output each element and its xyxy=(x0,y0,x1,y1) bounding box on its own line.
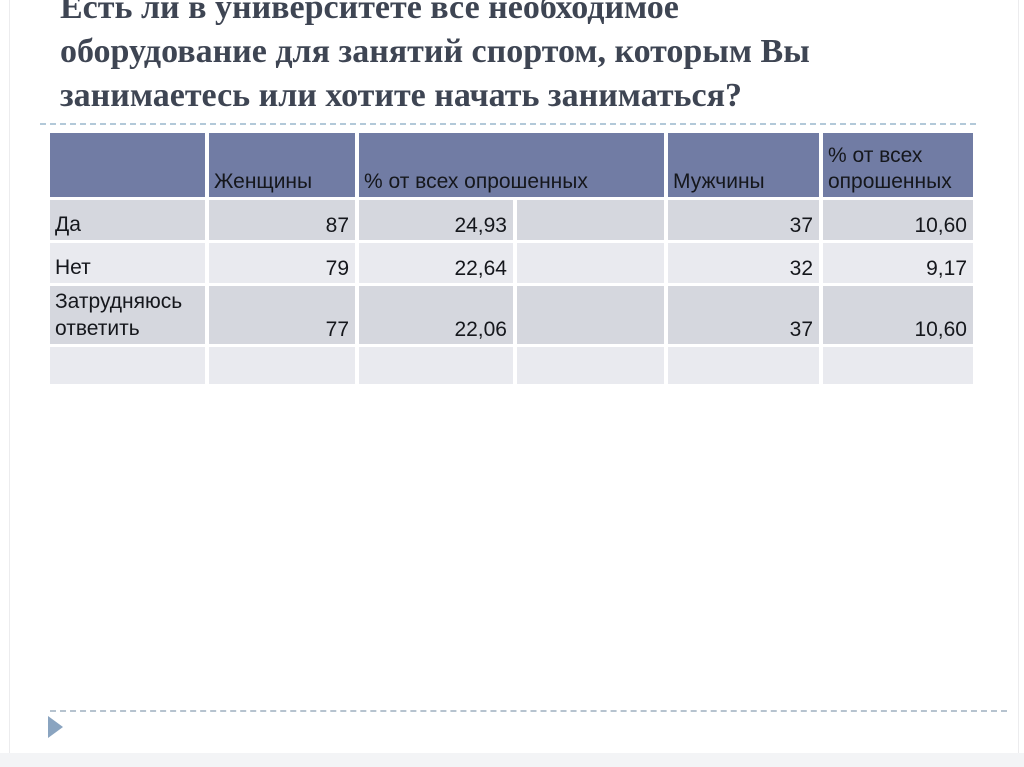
cell-women-count: 77 xyxy=(209,286,355,344)
cell-women-count xyxy=(209,347,355,384)
footer-divider-dashed-line xyxy=(50,710,1007,712)
row-label xyxy=(50,347,205,384)
cell-women-percent: 22,06 xyxy=(359,286,513,344)
cell-men-percent: 10,60 xyxy=(823,286,973,344)
slide-left-edge xyxy=(9,0,10,767)
play-triangle-icon xyxy=(48,716,63,738)
cell-spacer xyxy=(517,243,664,283)
cell-women-count: 87 xyxy=(209,200,355,240)
cell-men-percent xyxy=(823,347,973,384)
cell-spacer xyxy=(517,200,664,240)
table-row-undecided: Затрудняюсь ответить 77 22,06 37 10,60 xyxy=(50,286,973,344)
cell-men-percent: 9,17 xyxy=(823,243,973,283)
cell-men-count xyxy=(668,347,819,384)
cell-men-count: 37 xyxy=(668,200,819,240)
header-cell-women-percent: % от всех опрошенных xyxy=(359,133,664,197)
header-cell-men: Мужчины xyxy=(668,133,819,197)
title-divider-dashed-line xyxy=(40,123,976,125)
table-header-row: Женщины % от всех опрошенных Мужчины % о… xyxy=(50,133,973,197)
header-cell-women: Женщины xyxy=(209,133,355,197)
row-label: Да xyxy=(50,200,205,240)
cell-women-count: 79 xyxy=(209,243,355,283)
cell-women-percent xyxy=(359,347,513,384)
slide-title-line: занимаетесь или хотите начать заниматься… xyxy=(60,77,742,114)
survey-results-table: Женщины % от всех опрошенных Мужчины % о… xyxy=(46,130,977,387)
cell-women-percent: 24,93 xyxy=(359,200,513,240)
cell-women-percent: 22,64 xyxy=(359,243,513,283)
table-row-empty xyxy=(50,347,973,384)
slide-title-line: Есть ли в университете все необходимое xyxy=(60,0,679,26)
row-label: Затрудняюсь ответить xyxy=(50,286,205,344)
cell-spacer xyxy=(517,347,664,384)
table-row-yes: Да 87 24,93 37 10,60 xyxy=(50,200,973,240)
slide-title-line: оборудование для занятий спортом, которы… xyxy=(60,33,810,70)
slide-bottom-edge xyxy=(0,753,1024,767)
header-cell-blank xyxy=(50,133,205,197)
cell-men-count: 32 xyxy=(668,243,819,283)
table-row-no: Нет 79 22,64 32 9,17 xyxy=(50,243,973,283)
cell-spacer xyxy=(517,286,664,344)
cell-men-count: 37 xyxy=(668,286,819,344)
header-cell-men-percent: % от всех опрошенных xyxy=(823,133,973,197)
slide-title: Есть ли в университете все необходимое о… xyxy=(60,0,990,118)
cell-men-percent: 10,60 xyxy=(823,200,973,240)
slide-right-edge xyxy=(1018,0,1019,767)
row-label: Нет xyxy=(50,243,205,283)
